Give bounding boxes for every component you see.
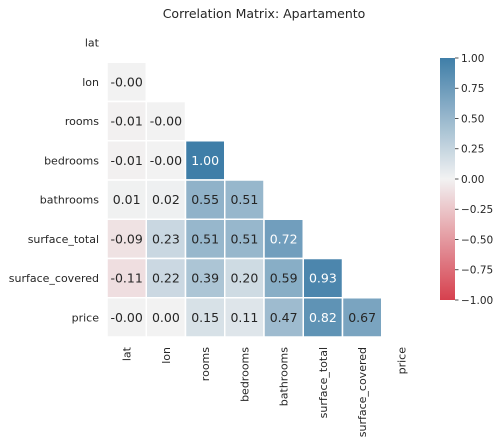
colorbar-tick-label: 1.00 [461, 53, 484, 65]
cell-value-label: 0.47 [270, 310, 298, 325]
cell-value-label: 0.01 [113, 192, 141, 207]
cell-value-label: -0.00 [150, 153, 182, 168]
heatmap-cell-price-lon [145, 297, 187, 338]
heatmap-cells: -0.00 -0.01 -0.00 -0.01 -0.00 1.00 0.01 0.02 0.5… [106, 61, 383, 338]
cell-value-label: 0.39 [191, 271, 219, 286]
cell-value-label: 1.00 [191, 153, 219, 168]
cell-value-label: 0.51 [191, 231, 219, 246]
colorbar-tick-label: −0.75 [461, 265, 493, 277]
colorbar-tick-label: −1.00 [461, 295, 493, 307]
cell-value-label: 0.59 [270, 271, 298, 286]
cell-value-label: 0.82 [309, 310, 337, 325]
cell-value-label: 0.22 [152, 271, 180, 286]
heatmap-cell-bathrooms-lon [145, 179, 187, 220]
heatmap-cell-surface_total-lon [145, 218, 187, 260]
cell-value-label: 0.11 [230, 310, 258, 325]
y-tick-label-lon: lon [82, 76, 99, 89]
colorbar-tick-label: −0.50 [461, 234, 493, 246]
colorbar-tick-label: 0.50 [461, 113, 484, 125]
y-tick-label-bedrooms: bedrooms [44, 154, 99, 167]
colorbar-tick-label: 0.25 [461, 144, 484, 156]
cell-value-label: -0.00 [150, 114, 182, 129]
x-tick-label-lon: lon [160, 347, 173, 364]
cell-value-label: 0.67 [348, 310, 376, 325]
cell-value-label: 0.55 [191, 192, 219, 207]
y-tick-labels: lat lon rooms bedrooms bathrooms surface_tota… [9, 37, 100, 325]
y-tick-label-lat: lat [85, 37, 100, 50]
heatmap-cell-price-lat [106, 297, 147, 338]
y-tick-label-price: price [72, 311, 100, 324]
y-tick-label-rooms: rooms [65, 115, 99, 128]
cell-value-label: 0.15 [191, 310, 219, 325]
cell-value-label: -0.11 [110, 271, 142, 286]
colorbar-tick-label: −0.25 [461, 204, 493, 216]
x-tick-label-surface_total: surface_total [317, 347, 330, 418]
heatmap-cell-surface_covered-bedrooms [224, 257, 265, 299]
y-tick-label-bathrooms: bathrooms [40, 194, 99, 207]
chart-title: Correlation Matrix: Apartamento [163, 6, 366, 21]
heatmap-cell-bathrooms-bedrooms [224, 179, 265, 220]
cell-value-label: 0.51 [230, 231, 258, 246]
heatmap-cell-price-bedrooms [224, 297, 265, 338]
x-tick-labels: lat lon rooms bedrooms bathrooms surface_tota… [121, 346, 409, 437]
cell-value-label: -0.09 [110, 231, 142, 246]
cell-value-label: -0.00 [110, 74, 142, 89]
colorbar: 1.00 0.75 0.50 0.25 0.00 −0.25 −0.50 −0.75 −1.00 [440, 53, 493, 307]
heatmap-cell-surface_covered-bathrooms [263, 257, 304, 299]
heatmap-cell-bedrooms-rooms [184, 140, 226, 181]
y-tick-label-surface_total: surface_total [28, 233, 99, 246]
colorbar-tick-label: 0.00 [461, 174, 484, 186]
cell-value-label: 0.72 [270, 231, 298, 246]
heatmap-cell-price-surface_covered [341, 297, 383, 338]
cell-value-label: -0.01 [110, 153, 142, 168]
colorbar-tick-label: 0.75 [461, 83, 484, 95]
cell-value-label: -0.00 [110, 310, 142, 325]
heatmap-cell-surface_covered-surface_total [302, 257, 344, 299]
x-tick-label-lat: lat [121, 346, 134, 361]
cell-value-label: -0.01 [110, 114, 142, 129]
colorbar-gradient [440, 58, 455, 300]
cell-value-label: 0.02 [152, 192, 180, 207]
cell-value-label: 0.23 [152, 231, 180, 246]
heatmap-cell-surface_covered-lon [145, 257, 187, 299]
cell-value-label: 0.20 [230, 271, 258, 286]
x-tick-label-bathrooms: bathrooms [278, 347, 291, 406]
x-tick-label-rooms: rooms [199, 347, 212, 381]
x-tick-label-price: price [395, 347, 408, 375]
y-tick-label-surface_covered: surface_covered [9, 272, 99, 285]
cell-value-label: 0.00 [152, 310, 180, 325]
heatmap-cell-price-surface_total [302, 297, 344, 338]
x-tick-label-bedrooms: bedrooms [238, 347, 251, 402]
heatmap-cell-surface_total-bedrooms [224, 218, 265, 260]
cell-value-label: 0.51 [230, 192, 258, 207]
x-tick-label-surface_covered: surface_covered [356, 347, 369, 437]
heatmap-cell-surface_covered-lat [106, 257, 147, 299]
cell-value-label: 0.93 [309, 271, 337, 286]
